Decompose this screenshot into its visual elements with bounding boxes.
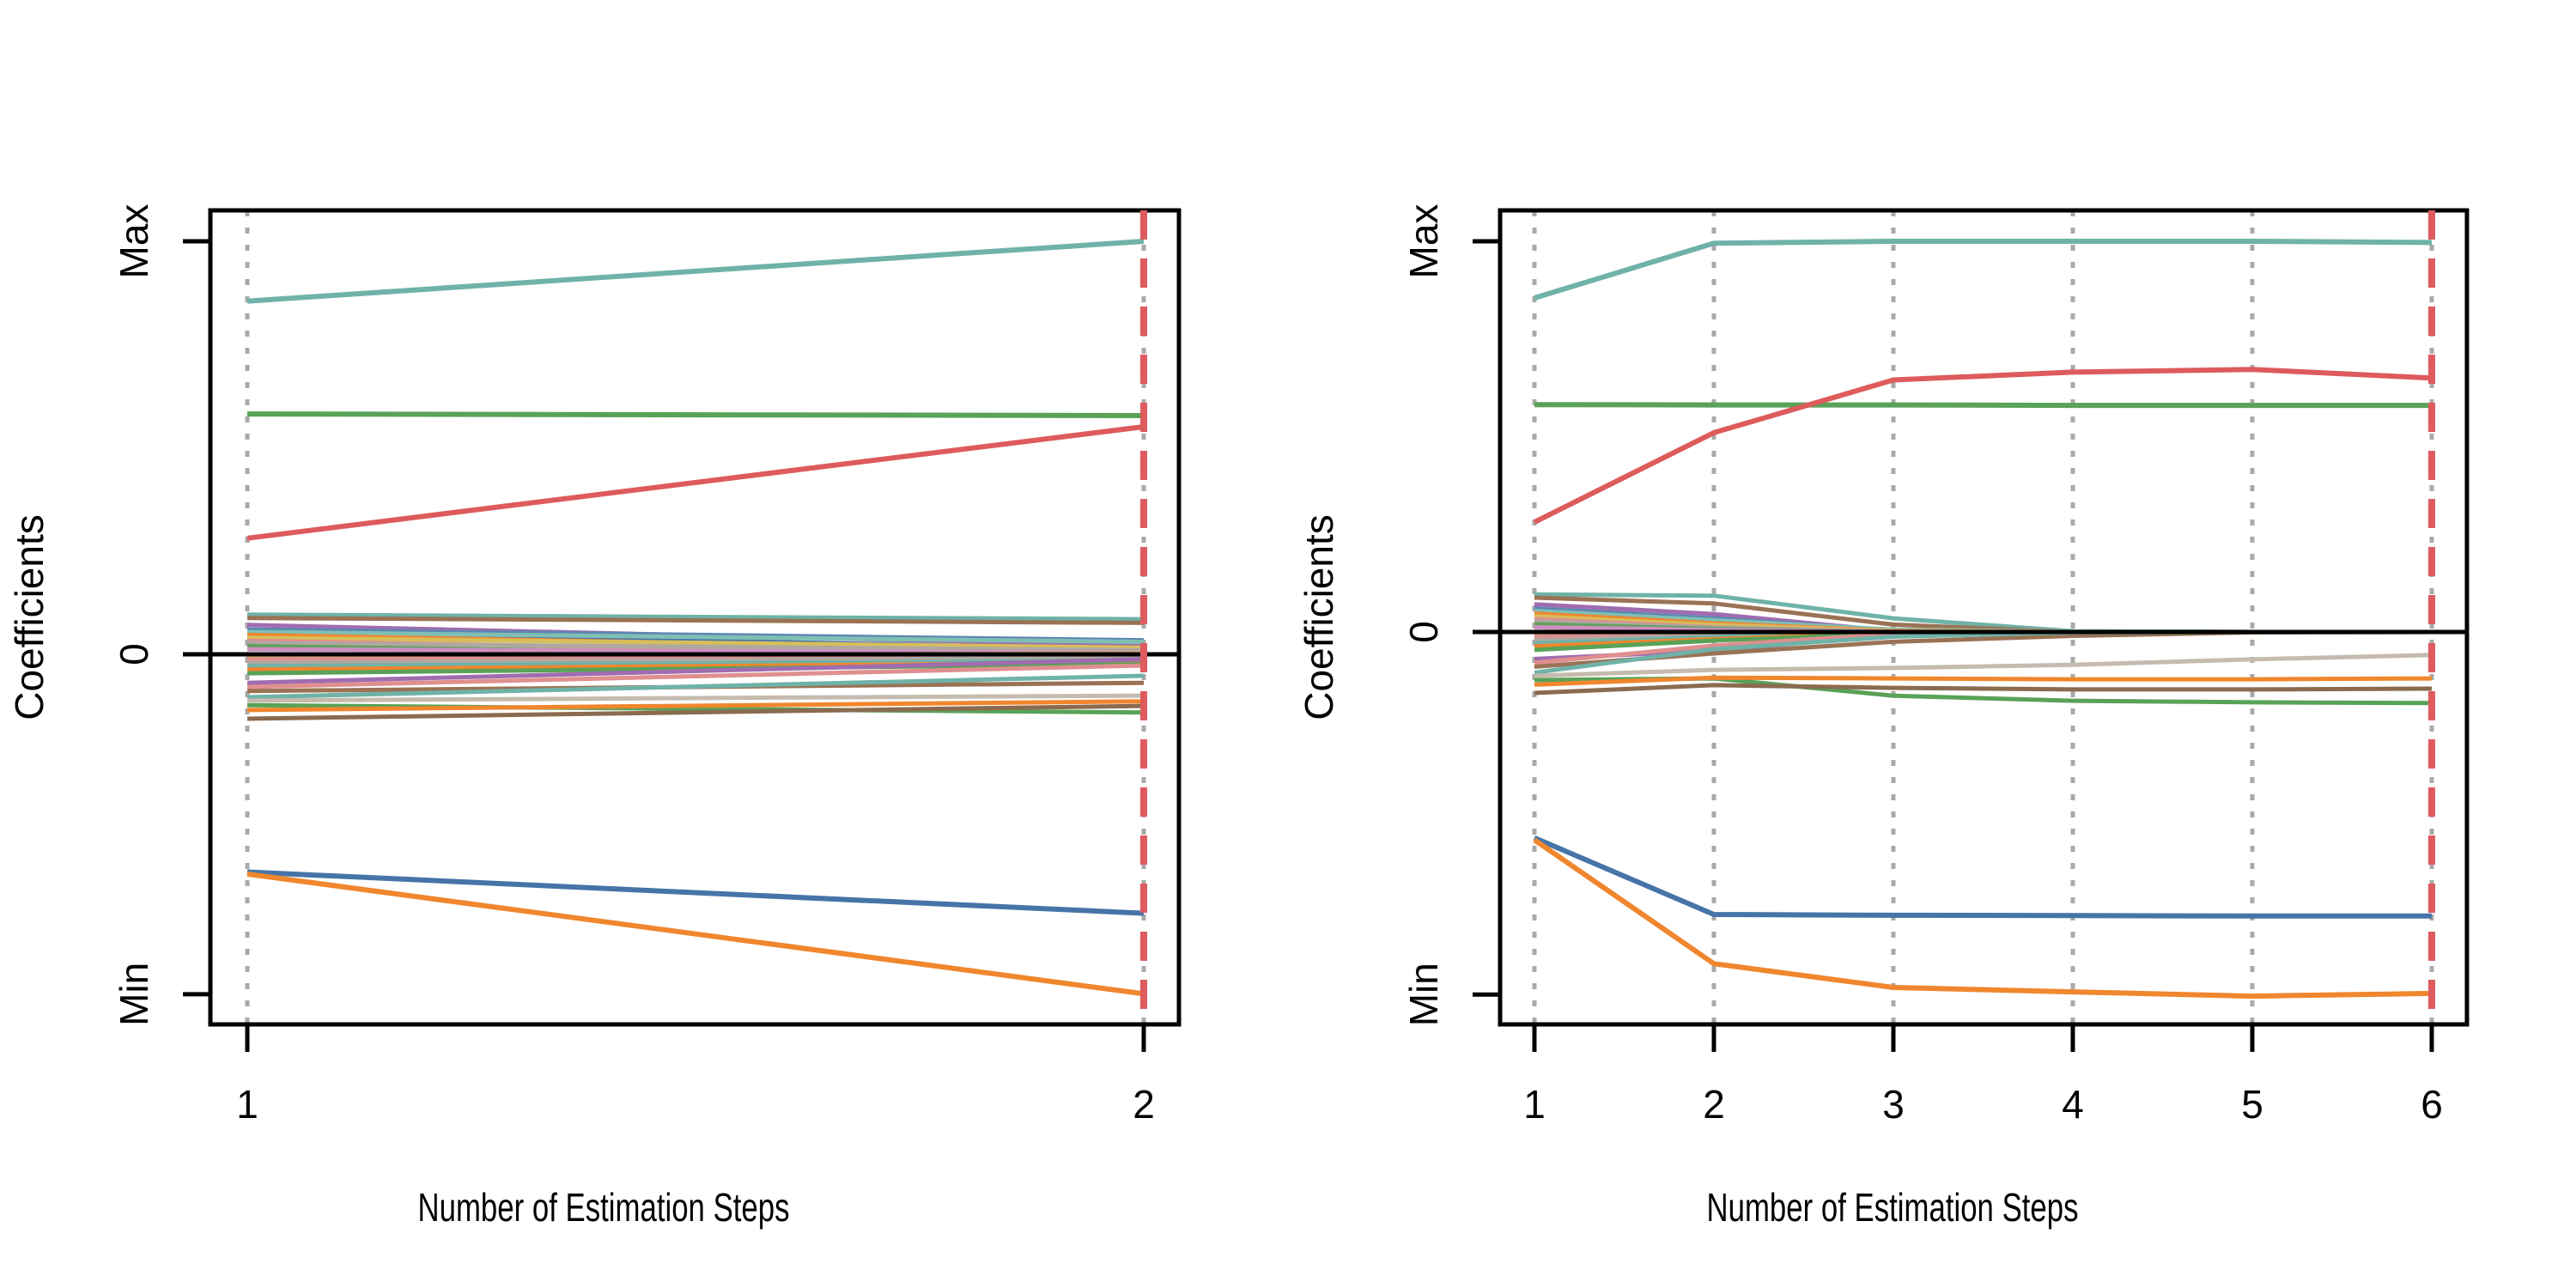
coefficient-path-teal-top [1534, 239, 2433, 301]
coefficient-path-salmon-c [246, 663, 1145, 690]
y-tick-label-Min: Min [1401, 963, 1446, 1026]
x-tick-label-4: 4 [2062, 1082, 2084, 1127]
coefficient-path-gray-b [246, 655, 1145, 665]
coefficient-path-blue-low [1533, 835, 2432, 919]
coefficient-path-green-top [246, 411, 1145, 418]
coefficient-path-orange-low [246, 871, 1145, 997]
coefficient-path-red-rising [1533, 367, 2433, 525]
coefficient-path-teal-b [246, 629, 1145, 645]
x-tick-label-5: 5 [2241, 1082, 2263, 1127]
coefficient-path-green-top [1534, 402, 2432, 409]
y-axis-title: Coefficients [7, 514, 52, 720]
x-axis-title: Number of Estimation Steps [1707, 1185, 2079, 1230]
panel-left-coefficient-paths: Max 0 Min 1 2 Number of Estimation Steps Coeff… [7, 204, 1182, 1230]
coefficient-path-orange-low [1533, 837, 2433, 999]
coefficient-path-brown-low [1534, 683, 2433, 696]
coefficient-path-green-c [246, 662, 1145, 676]
coefficient-path-gray-a [246, 641, 1145, 653]
coefficient-path-green-low [246, 702, 1145, 715]
coefficient-path-tan-low [246, 693, 1145, 703]
y-tick-label-Max: Max [112, 204, 156, 279]
x-axis-title: Number of Estimation Steps [418, 1185, 790, 1230]
coefficient-path-orange-d [246, 699, 1145, 713]
x-tick-label-6: 6 [2421, 1082, 2443, 1127]
coefficient-path-teal-pair [246, 612, 1145, 622]
coefficient-path-brown-low [246, 703, 1145, 721]
panel-right-coefficient-paths: Max 0 Min 1 2 3 4 5 6 Number of Estimation Steps C… [1297, 204, 2470, 1230]
coefficient-path-purple-b [246, 657, 1145, 685]
coefficient-path-orange-d [1534, 675, 2433, 687]
y-tick-label-0: 0 [112, 643, 156, 665]
y-tick-label-Min: Min [112, 963, 156, 1026]
coefficient-path-tan-low [1534, 653, 2433, 678]
x-tick-label-1: 1 [1523, 1082, 1546, 1127]
y-tick-label-Max: Max [1401, 204, 1446, 279]
coefficient-path-teal-top [246, 239, 1145, 304]
coefficient-path-brown-pair [246, 616, 1145, 625]
coefficient-path-yellow-a [246, 635, 1145, 650]
plot-border [1498, 208, 2470, 1027]
y-tick-label-0: 0 [1401, 621, 1446, 643]
x-tick-label-2: 2 [1133, 1082, 1155, 1127]
x-tick-label-2: 2 [1703, 1082, 1725, 1127]
y-axis-title: Coefficients [1297, 514, 1341, 720]
x-tick-label-1: 1 [236, 1082, 258, 1127]
x-tick-label-3: 3 [1882, 1082, 1905, 1127]
coefficient-path-blue-low [246, 869, 1145, 916]
plot-border [208, 208, 1182, 1027]
coefficient-path-red-rising [246, 424, 1145, 541]
coefficient-path-teal-low [246, 673, 1145, 700]
